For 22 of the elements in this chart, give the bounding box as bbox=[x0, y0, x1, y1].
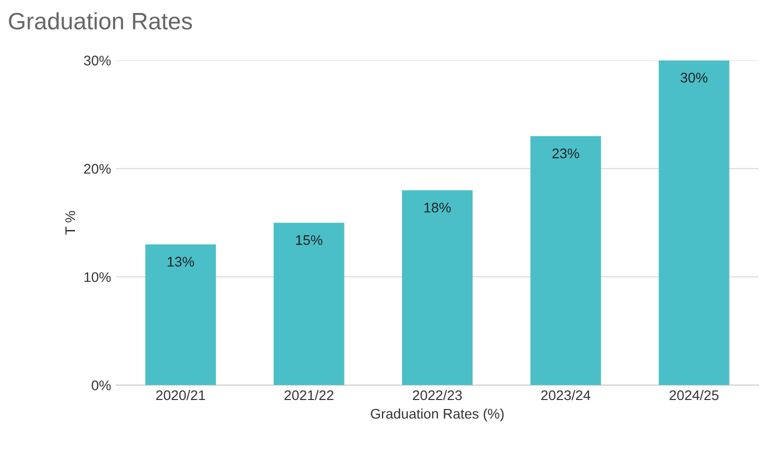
y-axis-title: T % bbox=[65, 210, 76, 235]
bar bbox=[530, 136, 601, 386]
data-label: 23% bbox=[552, 148, 580, 158]
bar bbox=[402, 190, 473, 386]
data-label: 18% bbox=[424, 202, 451, 212]
y-tick-label: 10% bbox=[84, 272, 111, 282]
y-tick-label: 0% bbox=[92, 380, 111, 390]
x-tick-label: 2021/22 bbox=[284, 390, 334, 400]
bar bbox=[274, 222, 344, 386]
x-axis-title: Graduation Rates (%) bbox=[370, 408, 504, 422]
data-label: 30% bbox=[680, 72, 708, 83]
data-label: 15% bbox=[296, 235, 322, 245]
data-label: 13% bbox=[168, 256, 194, 267]
x-tick-label: 2022/23 bbox=[412, 390, 462, 400]
x-tick-label: 2020/21 bbox=[156, 390, 206, 400]
x-tick-label: 2024/25 bbox=[670, 390, 719, 400]
bar bbox=[658, 60, 730, 386]
chart-title: Graduation Rates bbox=[8, 12, 192, 30]
y-tick-label: 20% bbox=[84, 164, 111, 174]
y-tick-label: 30% bbox=[84, 56, 111, 66]
x-tick-label: 2023/24 bbox=[541, 390, 590, 400]
bar bbox=[145, 244, 216, 386]
